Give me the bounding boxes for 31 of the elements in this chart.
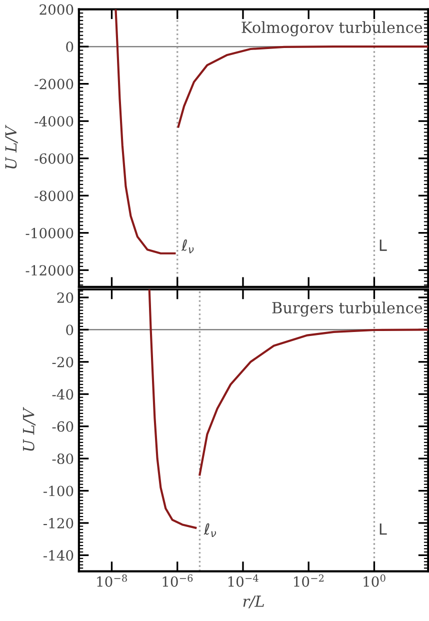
y-tick-label: 0: [66, 324, 74, 336]
y-tick-label: -6000: [34, 153, 74, 164]
x-tick-label: 10$^{−6}$: [162, 574, 193, 587]
y-tick-label: -20: [52, 356, 74, 368]
y-tick-label: -60: [52, 421, 74, 432]
ref-line-label: ℓ$_{ν}$: [204, 523, 216, 538]
y-tick-label: 20: [57, 292, 74, 303]
y-tick-label: 2000: [40, 4, 74, 15]
y-axis-title: U L/V: [5, 124, 18, 168]
x-tick-label: 10$^{−8}$: [97, 574, 127, 587]
text: Kolmogorov turbulence: [242, 21, 422, 36]
y-tick-label: -120: [43, 518, 74, 528]
y-tick-label: -12000: [26, 265, 74, 276]
ref-line-label: L: [380, 524, 387, 535]
ref-line-label: ℓ$_{ν}$: [181, 239, 194, 254]
text: Burgers turbulence: [272, 302, 422, 317]
y-tick-label: -2000: [34, 78, 74, 90]
x-tick-label: 10$^{−4}$: [228, 574, 258, 587]
x-axis-title: r/L: [243, 596, 264, 608]
y-tick-label: -140: [43, 550, 74, 561]
y-tick-label: -100: [43, 486, 74, 496]
y-tick-label: 0: [66, 42, 74, 52]
y-tick-label: -80: [52, 454, 74, 464]
y-tick-label: -4000: [34, 116, 74, 127]
y-tick-label: -10000: [26, 228, 74, 238]
y-tick-label: -40: [52, 389, 74, 400]
x-tick-label: 10$^{0}$: [364, 574, 386, 587]
x-tick-label: 10$^{−2}$: [294, 574, 324, 587]
ref-line-label: L: [380, 240, 387, 251]
y-axis-title: U L/V: [23, 407, 36, 451]
y-tick-label: -8000: [34, 190, 74, 202]
